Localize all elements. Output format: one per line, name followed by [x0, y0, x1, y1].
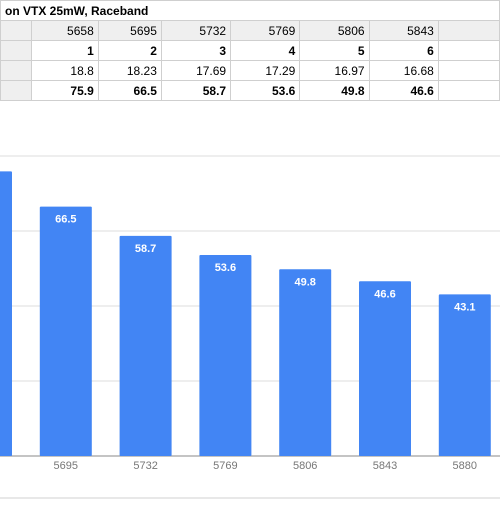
data-label: 49.8	[294, 276, 315, 288]
bar-chart: 66.5 5695 58.7 5732 53.6 5769 49.8 5806 46.6 5843…	[0, 155, 500, 499]
range-cell[interactable]: 66.5	[97, 80, 162, 101]
value-cell[interactable]: 16.97	[299, 60, 370, 81]
channel-cell[interactable]: 6	[368, 40, 439, 61]
frequency-cell[interactable]: 5658	[30, 20, 99, 41]
range-row: 75.9 66.5 58.7 53.6 49.8 46.6	[0, 80, 500, 101]
channel-row: 1 2 3 4 5 6	[0, 40, 500, 61]
empty-cell[interactable]	[437, 20, 500, 41]
value-row: 18.8 18.23 17.69 17.29 16.97 16.68	[0, 60, 500, 81]
x-tick-label: 5843	[373, 460, 397, 472]
embedded-chart[interactable]: 66.5 5695 58.7 5732 53.6 5769 49.8 5806 46.6 5843…	[0, 112, 500, 500]
bar[interactable]	[0, 171, 12, 456]
channel-cell[interactable]: 1	[30, 40, 99, 61]
data-label: 46.6	[374, 288, 395, 300]
empty-cell[interactable]	[437, 60, 500, 81]
frequency-cell[interactable]: 5843	[368, 20, 439, 41]
x-tick-label: 5732	[133, 460, 157, 472]
spreadsheet-table: on VTX 25mW, Raceband 5658 5695 5732 576…	[0, 0, 500, 101]
range-cell[interactable]: 58.7	[160, 80, 232, 101]
value-cell[interactable]: 16.68	[368, 60, 439, 81]
bar[interactable]	[119, 235, 172, 456]
value-cell[interactable]: 17.69	[160, 60, 232, 81]
range-cell[interactable]: 49.8	[299, 80, 370, 101]
frequency-cell[interactable]: 5806	[299, 20, 370, 41]
data-label: 66.5	[55, 214, 76, 226]
bar[interactable]	[279, 269, 332, 456]
channel-cell[interactable]: 3	[160, 40, 232, 61]
row-header-cell[interactable]	[0, 60, 32, 81]
value-cell[interactable]: 18.8	[30, 60, 99, 81]
frequency-cell[interactable]: 5732	[160, 20, 232, 41]
sheet-title[interactable]: on VTX 25mW, Raceband	[0, 0, 500, 21]
value-cell[interactable]: 17.29	[230, 60, 301, 81]
range-cell[interactable]: 46.6	[368, 80, 439, 101]
empty-cell[interactable]	[437, 40, 500, 61]
frequency-cell[interactable]: 5769	[230, 20, 301, 41]
channel-cell[interactable]: 4	[230, 40, 301, 61]
title-row: on VTX 25mW, Raceband	[0, 0, 500, 21]
bar[interactable]	[438, 294, 491, 456]
empty-cell[interactable]	[437, 80, 500, 101]
data-label: 58.7	[135, 243, 156, 255]
row-header-cell[interactable]	[0, 20, 32, 41]
x-tick-label: 5769	[213, 460, 237, 472]
row-header-cell[interactable]	[0, 80, 32, 101]
row-header-cell[interactable]	[0, 40, 32, 61]
bar[interactable]	[359, 281, 411, 456]
frequency-row: 5658 5695 5732 5769 5806 5843	[0, 20, 500, 41]
channel-cell[interactable]: 2	[97, 40, 162, 61]
bar[interactable]	[39, 206, 92, 456]
x-tick-label: 5806	[293, 460, 317, 472]
range-cell[interactable]: 75.9	[30, 80, 99, 101]
channel-cell[interactable]: 5	[299, 40, 370, 61]
x-tick-label: 5695	[54, 460, 78, 472]
data-label: 43.1	[454, 301, 475, 313]
bar[interactable]	[199, 255, 252, 456]
value-cell[interactable]: 18.23	[97, 60, 162, 81]
range-cell[interactable]: 53.6	[230, 80, 301, 101]
frequency-cell[interactable]: 5695	[97, 20, 162, 41]
x-tick-label: 5880	[453, 460, 477, 472]
data-label: 53.6	[215, 262, 236, 274]
